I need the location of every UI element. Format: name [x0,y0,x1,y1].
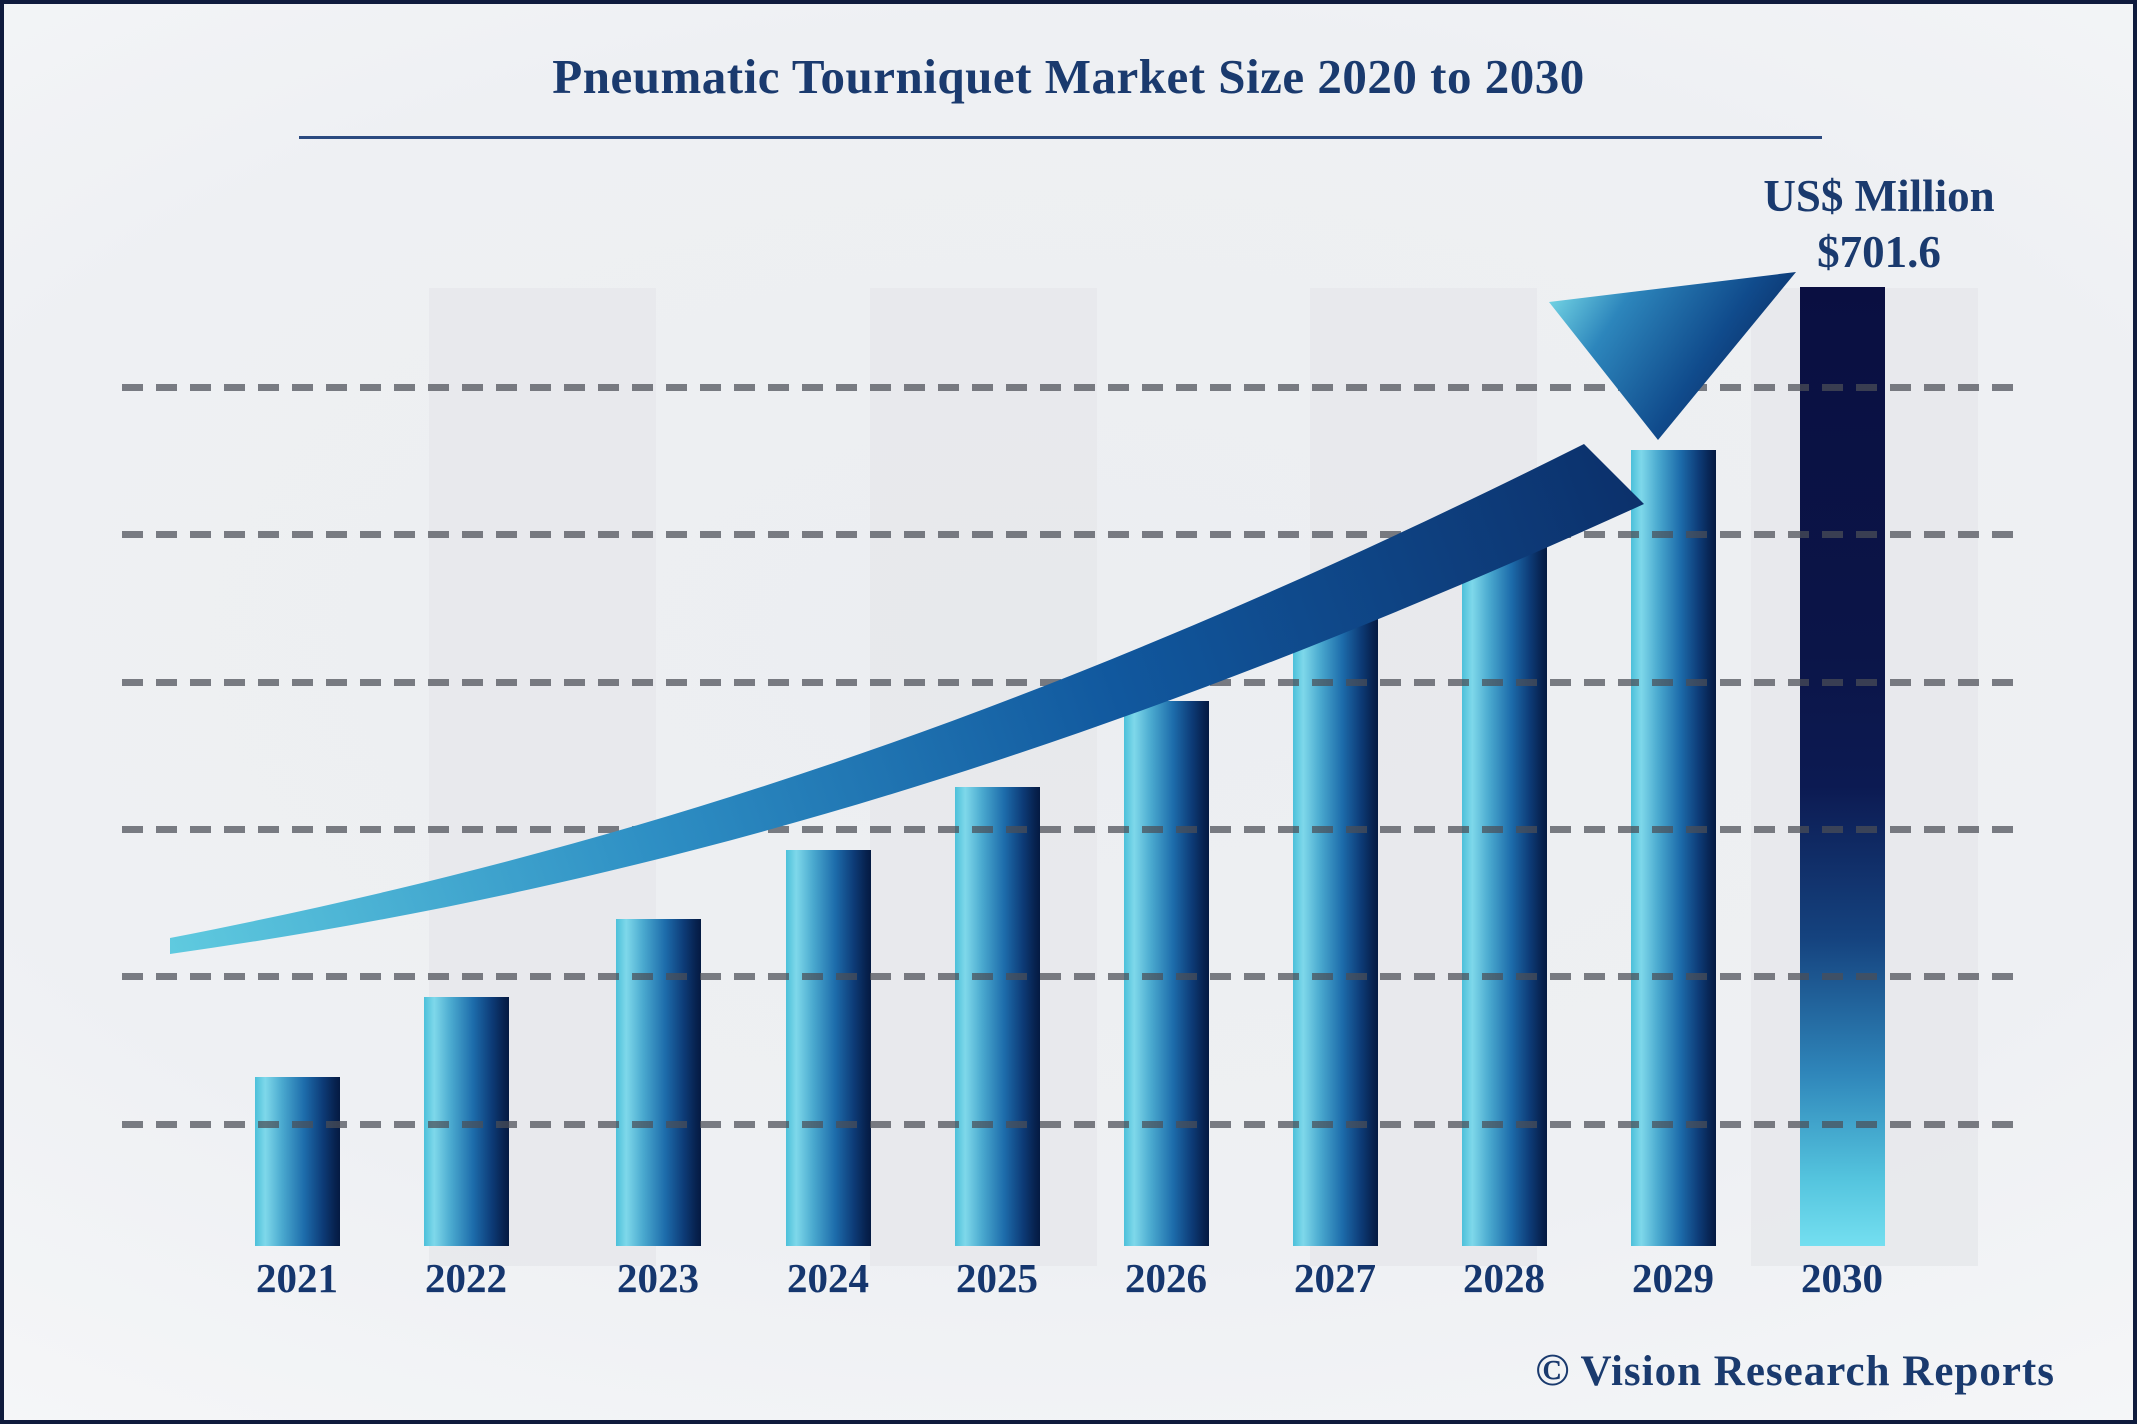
bar-2023 [615,919,701,1246]
year-label-2021: 2021 [256,1255,338,1301]
value-annotation: US$ Million $701.6 [1724,168,2034,280]
chart-title: Pneumatic Tourniquet Market Size 2020 to… [552,49,1585,104]
gridline [122,826,2016,833]
gridline [122,1121,2016,1128]
gridline [122,973,2016,980]
year-label-2030: 2030 [1801,1255,1883,1301]
watermark-text: Vision Research Reports [1580,1348,2055,1395]
year-label-2029: 2029 [1632,1255,1714,1301]
watermark: © Vision Research Reports [1535,1343,2055,1396]
title-underline [299,136,1822,139]
bar-2027 [1292,616,1378,1246]
annotation-value: $701.6 [1817,227,1941,277]
year-label-2028: 2028 [1463,1255,1545,1301]
year-label-2024: 2024 [787,1255,869,1301]
gridline [122,384,2016,391]
year-label-2027: 2027 [1294,1255,1376,1301]
year-label-2022: 2022 [425,1255,507,1301]
bar-2025 [954,787,1040,1246]
gridline [122,679,2016,686]
year-label-2025: 2025 [956,1255,1038,1301]
gridline [122,531,2016,538]
copyright-icon: © [1535,1344,1571,1395]
bar-2029 [1630,450,1716,1246]
bar-2028 [1461,543,1547,1246]
bar-2030 [1799,287,1885,1246]
year-label-2023: 2023 [617,1255,699,1301]
bar-2021 [254,1077,340,1246]
bar-2024 [785,850,871,1246]
year-label-2026: 2026 [1125,1255,1207,1301]
annotation-unit: US$ Million [1763,171,1995,221]
